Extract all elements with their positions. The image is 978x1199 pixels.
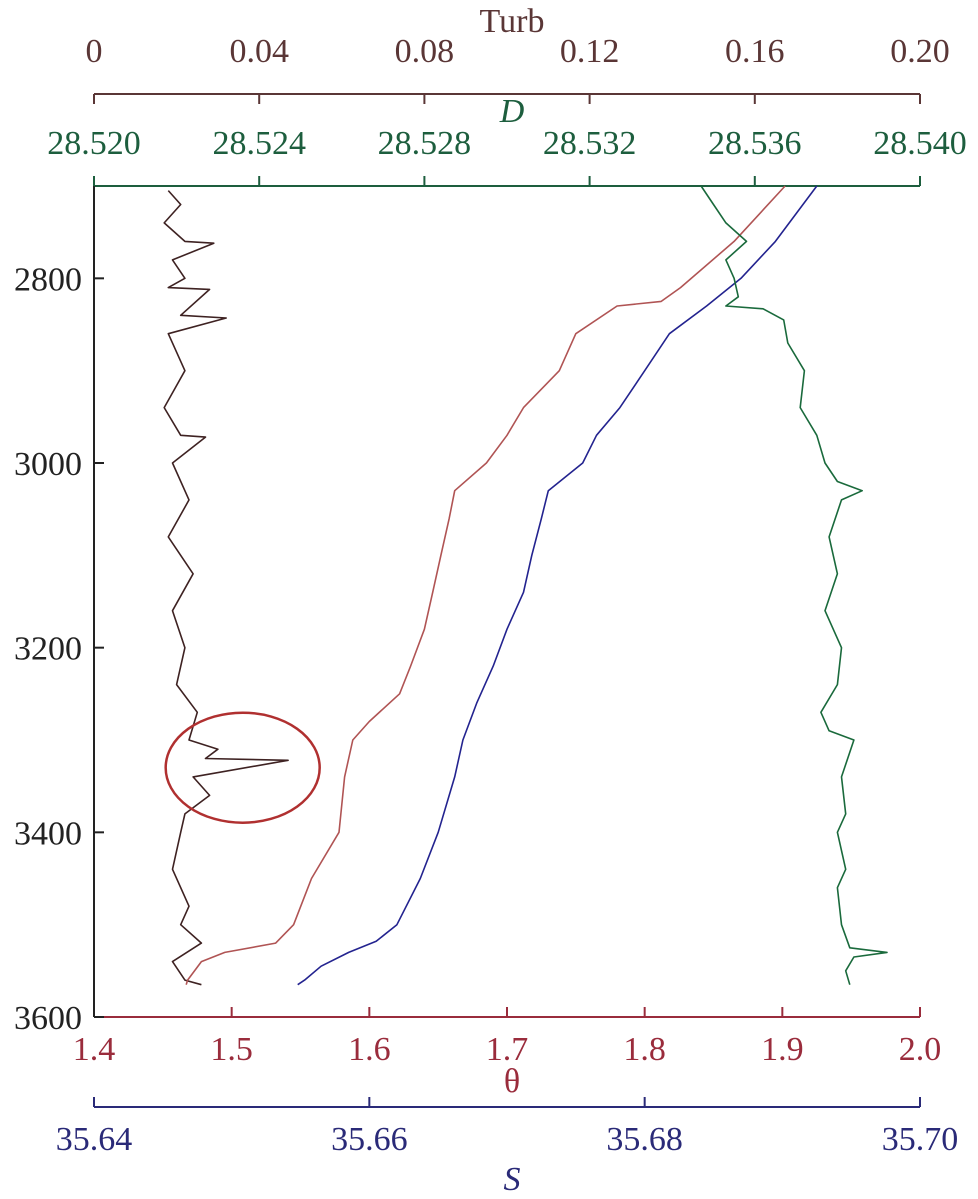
theta-tick-label: 1.6 xyxy=(348,1031,391,1068)
turb-tick-label: 0.12 xyxy=(560,33,620,70)
D-profile-line xyxy=(700,185,888,985)
turb-profile-line xyxy=(163,190,289,986)
turb-tick-label: 0.16 xyxy=(725,33,785,70)
D-tick-label: 28.520 xyxy=(47,125,141,162)
theta-tick-label: 1.7 xyxy=(486,1031,529,1068)
turb-tick-label: 0 xyxy=(86,33,103,70)
theta-tick-label: 1.4 xyxy=(73,1031,116,1068)
depth-tick-label: 3400 xyxy=(14,815,82,852)
highlight-ellipse xyxy=(164,711,321,824)
S-axis-title: S xyxy=(504,1161,521,1198)
D-tick-label: 28.532 xyxy=(543,125,637,162)
theta-profile-line xyxy=(185,185,786,985)
depth-tick-label: 3200 xyxy=(14,631,82,668)
depth-tick-label: 3000 xyxy=(14,446,82,483)
turb-tick-label: 0.04 xyxy=(229,33,289,70)
depth-tick-label: 2800 xyxy=(14,261,82,298)
S-tick-label: 35.66 xyxy=(331,1121,408,1158)
turb-tick-label: 0.20 xyxy=(890,33,950,70)
D-tick-label: 28.540 xyxy=(873,125,967,162)
S-tick-label: 35.70 xyxy=(882,1121,959,1158)
S-profile-line xyxy=(297,185,818,986)
D-tick-label: 28.536 xyxy=(708,125,802,162)
D-tick-label: 28.524 xyxy=(212,125,306,162)
S-tick-label: 35.64 xyxy=(56,1121,133,1158)
turb-axis-title: Turb xyxy=(480,3,545,40)
turb-tick-label: 0.08 xyxy=(395,33,455,70)
theta-tick-label: 1.5 xyxy=(210,1031,253,1068)
D-axis-title: D xyxy=(499,93,525,130)
theta-axis-title: θ xyxy=(504,1063,520,1100)
depth-tick-label: 3600 xyxy=(14,1000,82,1037)
D-tick-label: 28.528 xyxy=(378,125,472,162)
theta-tick-label: 1.8 xyxy=(623,1031,666,1068)
theta-tick-label: 1.9 xyxy=(761,1031,804,1068)
theta-tick-label: 2.0 xyxy=(899,1031,942,1068)
S-tick-label: 35.68 xyxy=(606,1121,683,1158)
